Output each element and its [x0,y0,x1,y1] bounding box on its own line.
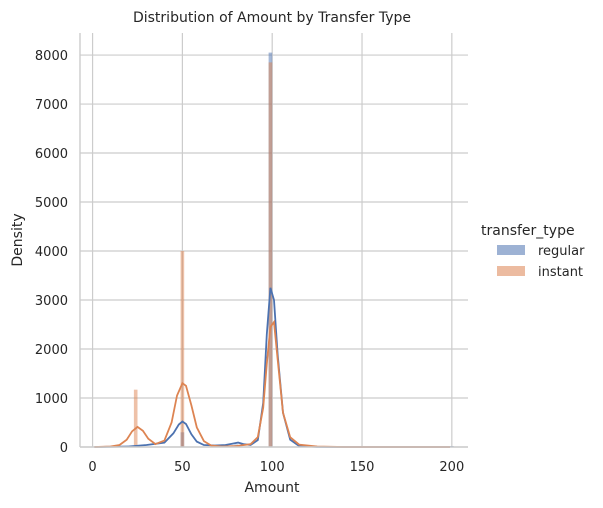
legend: transfer_type regular instant [481,223,585,280]
legend-title: transfer_type [481,223,575,239]
y-tick-label: 2000 [35,343,68,358]
legend-swatch-instant [497,266,525,276]
chart-title: Distribution of Amount by Transfer Type [133,10,411,26]
x-axis-label: Amount [244,480,300,496]
y-tick-label: 7000 [35,98,68,113]
bar-instant [180,251,185,447]
bar-instant [268,62,273,447]
legend-label-instant: instant [538,265,583,280]
x-tick-label: 50 [174,460,191,475]
kde-curves [94,287,450,448]
x-tick-label: 200 [439,460,464,475]
x-tick-labels: 0 50 100 150 200 [88,460,464,475]
x-tick-label: 0 [88,460,96,475]
y-tick-labels: 0 1000 2000 3000 4000 5000 6000 7000 8000 [35,49,68,456]
bar-instant [133,389,138,447]
x-tick-label: 100 [260,460,285,475]
kde-line-instant [94,319,450,448]
y-tick-label: 6000 [35,147,68,162]
legend-swatch-regular [497,245,525,255]
y-tick-label: 5000 [35,196,68,211]
y-tick-label: 4000 [35,245,68,260]
axes [79,33,468,448]
y-tick-label: 0 [60,441,68,456]
legend-label-regular: regular [538,244,585,259]
x-tick-label: 150 [350,460,375,475]
y-tick-label: 8000 [35,49,68,64]
grid [80,33,468,448]
y-axis-label: Density [10,213,26,266]
y-tick-label: 3000 [35,294,68,309]
y-tick-label: 1000 [35,392,68,407]
